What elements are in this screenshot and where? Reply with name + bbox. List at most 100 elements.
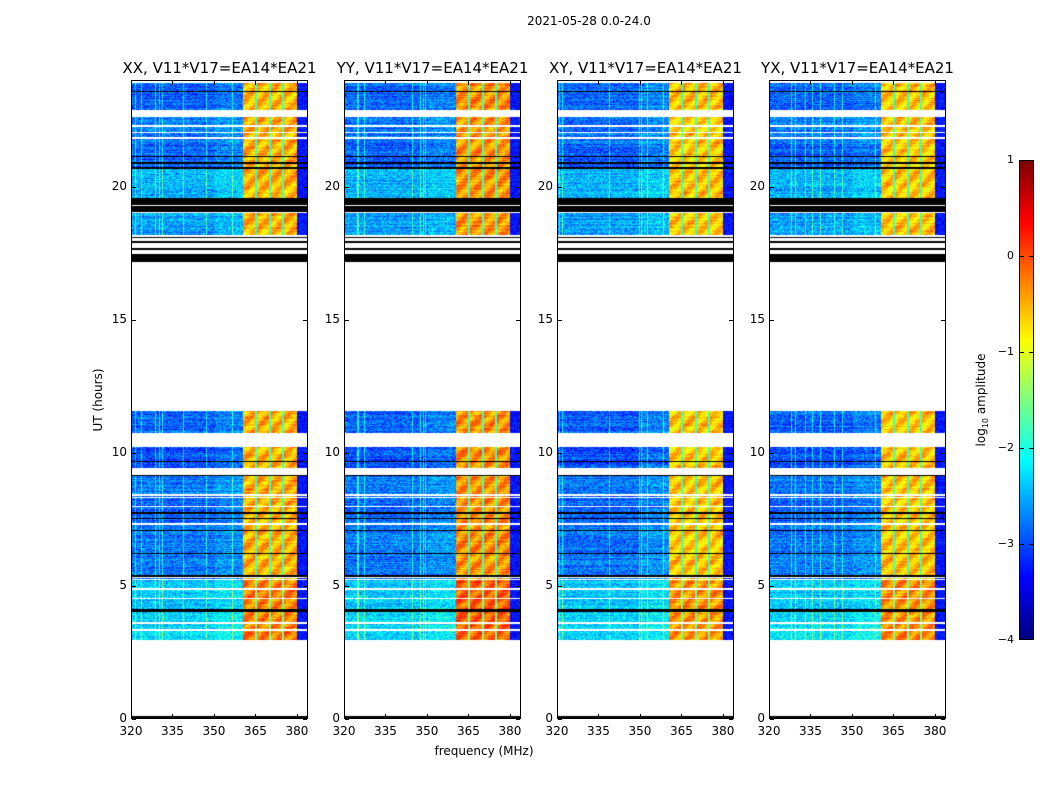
x-tick-mark: [810, 81, 812, 85]
y-tick-label: 15: [324, 311, 340, 326]
x-tick-mark: [851, 81, 853, 85]
y-tick-mark: [132, 719, 136, 720]
x-tick-mark: [385, 714, 387, 718]
x-tick-label: 335: [161, 724, 184, 738]
x-tick-mark: [509, 714, 511, 718]
x-tick-mark: [893, 714, 895, 718]
y-tick-mark: [770, 319, 774, 321]
y-tick-mark: [941, 585, 945, 587]
y-tick-mark: [941, 452, 945, 454]
y-tick-mark: [345, 319, 349, 321]
x-tick-mark: [344, 81, 345, 85]
x-tick-mark: [468, 714, 470, 718]
colorbar-tick-mark: [1020, 544, 1024, 545]
x-tick-mark: [681, 714, 683, 718]
y-tick-label: 20: [324, 178, 340, 193]
x-tick-label: 335: [587, 724, 610, 738]
y-tick-label: 0: [545, 711, 553, 725]
y-tick-label: 0: [119, 711, 127, 725]
panel-title: XY, V11*V17=EA14*EA21: [549, 59, 742, 77]
y-tick-label: 0: [757, 711, 765, 725]
y-tick-label: 5: [119, 577, 127, 592]
x-tick-mark: [509, 81, 511, 85]
x-tick-mark: [681, 81, 683, 85]
panel-axes-xx: [131, 80, 308, 719]
figure-title: 2021-05-28 0.0-24.0: [527, 14, 651, 28]
y-tick-mark: [516, 585, 520, 587]
y-tick-mark: [558, 452, 562, 454]
y-tick-mark: [941, 319, 945, 321]
heatmap-image: [132, 81, 307, 718]
colorbar-tick-label: −3: [997, 537, 1014, 550]
y-tick-mark: [729, 186, 733, 188]
y-tick-label: 20: [111, 178, 127, 193]
x-tick-mark: [172, 714, 174, 718]
x-tick-label: 320: [119, 724, 143, 738]
x-tick-mark: [851, 714, 853, 718]
x-tick-mark: [598, 714, 600, 718]
x-tick-mark: [296, 81, 298, 85]
y-tick-mark: [558, 319, 562, 321]
x-tick-mark: [557, 714, 558, 718]
heatmap-image: [558, 81, 733, 718]
x-tick-mark: [893, 81, 895, 85]
y-tick-mark: [132, 319, 136, 321]
x-tick-mark: [131, 81, 132, 85]
y-tick-label: 15: [749, 311, 765, 326]
y-tick-mark: [558, 719, 562, 720]
y-tick-mark: [770, 585, 774, 587]
x-tick-label: 380: [923, 724, 947, 738]
y-axis-label: UT (hours): [91, 368, 105, 432]
y-tick-label: 5: [545, 577, 553, 592]
colorbar-tick-mark: [1029, 352, 1033, 353]
y-tick-mark: [303, 452, 307, 454]
x-tick-mark: [426, 714, 428, 718]
x-tick-mark: [255, 714, 257, 718]
y-tick-label: 15: [537, 311, 553, 326]
y-tick-label: 15: [111, 311, 127, 326]
y-tick-mark: [516, 452, 520, 454]
x-tick-label: 350: [415, 724, 439, 738]
colorbar-tick-label: −1: [997, 345, 1014, 358]
x-tick-mark: [131, 714, 132, 718]
colorbar-tick-label: 0: [1007, 249, 1014, 262]
colorbar-tick-mark: [1029, 256, 1033, 257]
y-tick-mark: [770, 719, 774, 720]
y-tick-mark: [345, 585, 349, 587]
x-tick-label: 350: [628, 724, 652, 738]
x-tick-mark: [213, 714, 215, 718]
x-tick-label: 380: [498, 724, 522, 738]
y-tick-mark: [770, 186, 774, 188]
heatmap-image: [345, 81, 520, 718]
colorbar-tick-mark: [1020, 352, 1024, 353]
colorbar-label: log10 amplitude: [973, 353, 991, 447]
x-tick-mark: [810, 714, 812, 718]
x-tick-label: 320: [332, 724, 356, 738]
panel-title: YX, V11*V17=EA14*EA21: [761, 59, 954, 77]
y-tick-mark: [303, 585, 307, 587]
x-tick-label: 365: [244, 724, 267, 738]
x-tick-label: 365: [457, 724, 480, 738]
y-tick-label: 10: [537, 444, 553, 459]
x-tick-mark: [722, 714, 724, 718]
panel-title: YY, V11*V17=EA14*EA21: [336, 59, 529, 77]
colorbar-tick-mark: [1029, 448, 1033, 449]
y-tick-mark: [132, 452, 136, 454]
y-tick-mark: [303, 186, 307, 188]
colorbar-tick-mark: [1020, 256, 1024, 257]
y-tick-mark: [132, 585, 136, 587]
colorbar-gradient: [1020, 161, 1033, 639]
x-tick-mark: [468, 81, 470, 85]
x-tick-mark: [296, 714, 298, 718]
x-tick-mark: [639, 81, 641, 85]
y-tick-mark: [729, 319, 733, 321]
colorbar-tick-mark: [1020, 448, 1024, 449]
x-tick-mark: [344, 714, 345, 718]
y-tick-mark: [770, 452, 774, 454]
y-tick-mark: [558, 186, 562, 188]
x-tick-mark: [385, 81, 387, 85]
y-tick-label: 20: [749, 178, 765, 193]
x-tick-label: 320: [545, 724, 569, 738]
x-tick-mark: [934, 81, 936, 85]
